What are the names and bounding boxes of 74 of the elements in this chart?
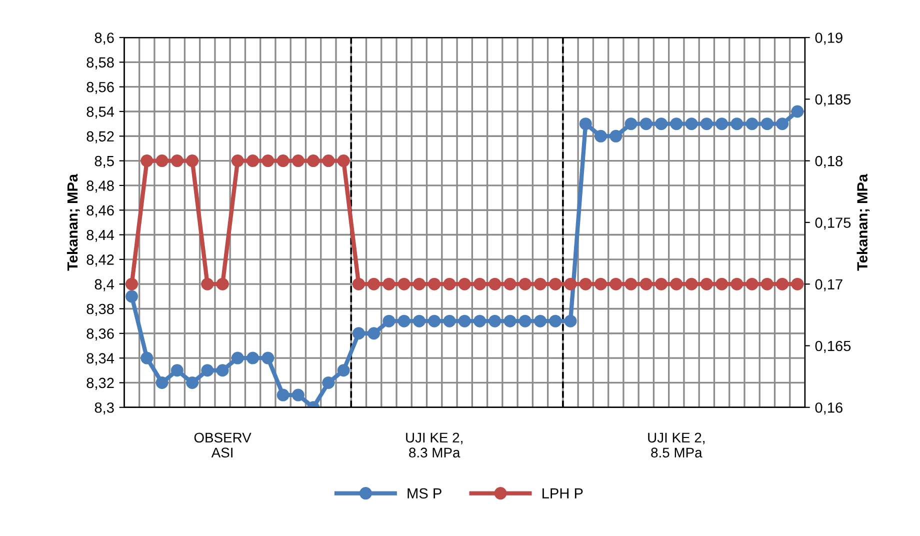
point [140, 352, 154, 364]
y2-tick-label: 0,185 [815, 94, 851, 106]
y2-axis-title: Tekanan; MPa [856, 174, 870, 271]
point [443, 314, 456, 328]
point [716, 118, 728, 130]
y-tick-label: 8,34 [86, 353, 114, 366]
point [322, 376, 335, 389]
y-tick-label: 8,48 [86, 180, 114, 193]
point [534, 314, 546, 328]
point [670, 118, 683, 130]
point [518, 314, 532, 328]
y-tick-label: 8,58 [86, 57, 114, 70]
y-tick-label: 8,44 [86, 230, 114, 242]
point [730, 118, 744, 130]
y2-tick-label: 0,175 [815, 218, 851, 230]
point [170, 364, 184, 377]
point [246, 352, 260, 364]
point [624, 118, 638, 130]
point [262, 352, 274, 364]
x-tick-label: OBSERV ASI [194, 432, 252, 458]
point [398, 314, 410, 328]
legend-label: MS P [408, 488, 442, 499]
point [685, 118, 698, 130]
point [276, 388, 290, 402]
point [156, 376, 168, 389]
y-tick-label: 8,38 [86, 304, 114, 316]
point [337, 364, 350, 377]
point [292, 388, 304, 402]
y-tick-label: 8,4 [94, 279, 114, 292]
point [216, 364, 229, 377]
point [564, 314, 577, 328]
y-tick-label: 8,36 [86, 328, 114, 341]
y-tick-label: 8,42 [86, 254, 114, 267]
point [458, 314, 471, 328]
point [231, 352, 244, 364]
point [504, 314, 516, 328]
y-tick-label: 8,54 [86, 106, 114, 119]
y-tick-label: 8,3 [94, 402, 114, 415]
point [791, 105, 804, 118]
point [412, 314, 426, 328]
point [776, 118, 789, 130]
y2-tick-label: 0,19 [815, 32, 842, 45]
y2-tick-label: 0,165 [815, 340, 851, 353]
point [760, 118, 774, 130]
y-tick-label: 8,56 [86, 82, 114, 94]
point [640, 118, 652, 130]
point [655, 118, 668, 130]
y2-tick-label: 0,18 [815, 156, 842, 168]
point [352, 327, 365, 340]
y-axis-title: Tekanan; MPa [66, 174, 80, 271]
point [428, 314, 441, 328]
point [746, 118, 758, 130]
point [579, 118, 592, 130]
y-tick-label: 8,52 [86, 131, 114, 144]
point [594, 130, 608, 142]
y-tick-label: 8,6 [94, 32, 114, 45]
point [473, 314, 486, 328]
legend-label: LPH P [542, 488, 583, 498]
point [368, 327, 380, 340]
point [126, 290, 138, 303]
x-tick-label: UJI KE 2, 8.3 MPa [406, 432, 462, 458]
x-tick-label: UJI KE 2, 8.5 MPa [648, 432, 704, 458]
point [488, 314, 502, 328]
point [549, 314, 562, 328]
point [700, 118, 713, 130]
point [186, 376, 199, 389]
y-tick-label: 8,46 [86, 205, 114, 218]
point [382, 314, 396, 328]
y-tick-label: 8,5 [94, 156, 114, 168]
y2-tick-label: 0,16 [815, 402, 842, 415]
point [201, 364, 214, 377]
y-tick-label: 8,32 [86, 378, 114, 390]
y2-tick-label: 0,17 [815, 279, 842, 292]
point [610, 130, 622, 142]
